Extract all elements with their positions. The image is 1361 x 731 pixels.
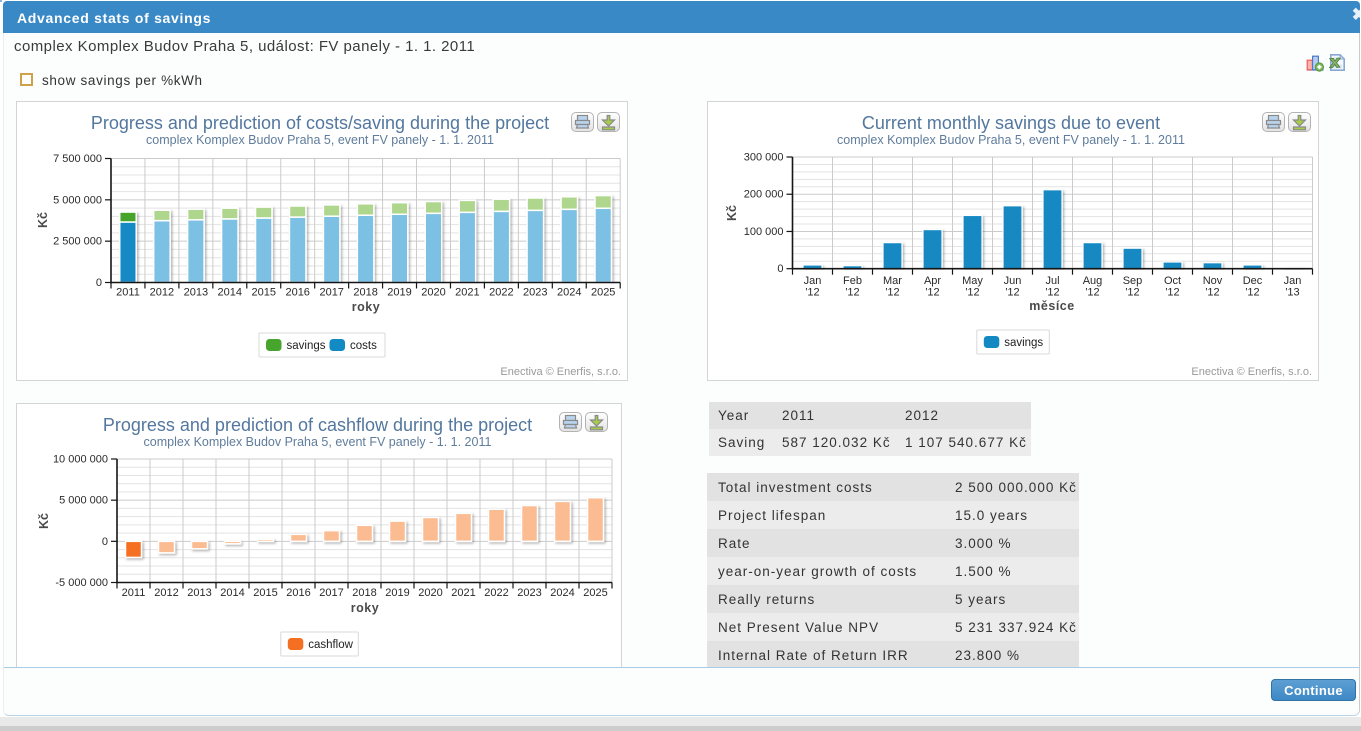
svg-text:2013: 2013 — [184, 287, 208, 299]
svg-text:2016: 2016 — [285, 287, 309, 299]
svg-text:2013: 2013 — [187, 587, 211, 599]
svg-text:2022: 2022 — [489, 287, 513, 299]
svg-text:Kč: Kč — [37, 513, 51, 529]
svg-text:'12: '12 — [1125, 287, 1139, 299]
svg-text:Aug: Aug — [1083, 275, 1103, 287]
svg-text:Progress and prediction of cas: Progress and prediction of cashflow duri… — [103, 415, 532, 435]
svg-text:2020: 2020 — [421, 287, 445, 299]
svg-text:Sep: Sep — [1123, 275, 1143, 287]
svg-text:0: 0 — [102, 536, 108, 548]
svg-text:2014: 2014 — [218, 287, 242, 299]
svg-text:complex Komplex Budov Praha 5,: complex Komplex Budov Praha 5, event FV … — [146, 133, 494, 147]
svg-text:May: May — [962, 275, 983, 287]
svg-text:2 500 000: 2 500 000 — [53, 236, 102, 248]
svg-text:2018: 2018 — [353, 287, 377, 299]
svg-text:0: 0 — [777, 263, 783, 275]
svg-text:complex Komplex Budov Praha 5,: complex Komplex Budov Praha 5, event FV … — [144, 435, 492, 449]
svg-text:2017: 2017 — [319, 287, 343, 299]
svg-text:2025: 2025 — [591, 287, 615, 299]
svg-text:5 000 000: 5 000 000 — [53, 194, 102, 206]
svg-text:roky: roky — [351, 601, 379, 615]
svg-text:300 000: 300 000 — [744, 152, 784, 164]
svg-text:Jan: Jan — [1284, 275, 1302, 287]
svg-text:'12: '12 — [845, 287, 859, 299]
svg-text:2012: 2012 — [150, 287, 174, 299]
svg-text:2023: 2023 — [523, 287, 547, 299]
svg-text:'12: '12 — [1245, 287, 1259, 299]
svg-text:'12: '12 — [805, 287, 819, 299]
svg-text:Jun: Jun — [1004, 275, 1022, 287]
svg-text:savings: savings — [287, 340, 326, 352]
svg-text:Mar: Mar — [883, 275, 902, 287]
svg-text:2011: 2011 — [116, 287, 140, 299]
svg-text:'13: '13 — [1285, 287, 1299, 299]
svg-text:2012: 2012 — [154, 587, 178, 599]
svg-text:2018: 2018 — [352, 587, 376, 599]
svg-text:Kč: Kč — [725, 205, 739, 221]
svg-text:200 000: 200 000 — [744, 189, 784, 201]
svg-text:complex Komplex Budov Praha 5,: complex Komplex Budov Praha 5, event FV … — [837, 133, 1185, 147]
svg-text:savings: savings — [1004, 337, 1043, 349]
svg-text:2019: 2019 — [385, 587, 409, 599]
svg-text:'12: '12 — [1005, 287, 1019, 299]
svg-text:2017: 2017 — [319, 587, 343, 599]
svg-text:'12: '12 — [1085, 287, 1099, 299]
svg-text:2015: 2015 — [253, 587, 277, 599]
svg-text:Jan: Jan — [804, 275, 822, 287]
svg-text:'12: '12 — [925, 287, 939, 299]
svg-text:2015: 2015 — [252, 287, 276, 299]
svg-text:cashflow: cashflow — [308, 639, 353, 651]
svg-text:'12: '12 — [885, 287, 899, 299]
svg-text:měsíce: měsíce — [1029, 299, 1074, 313]
svg-text:2021: 2021 — [455, 287, 479, 299]
svg-text:Nov: Nov — [1203, 275, 1223, 287]
svg-text:costs: costs — [350, 340, 377, 352]
svg-text:2022: 2022 — [484, 587, 508, 599]
svg-text:-5 000 000: -5 000 000 — [55, 577, 108, 589]
svg-text:Oct: Oct — [1164, 275, 1181, 287]
svg-text:2014: 2014 — [220, 587, 244, 599]
svg-text:Feb: Feb — [843, 275, 862, 287]
svg-text:Jul: Jul — [1045, 275, 1059, 287]
svg-text:5 000 000: 5 000 000 — [59, 495, 108, 507]
svg-text:Progress and prediction of cos: Progress and prediction of costs/saving … — [91, 113, 549, 133]
svg-text:2024: 2024 — [557, 287, 581, 299]
svg-text:100 000: 100 000 — [744, 226, 784, 238]
svg-text:10 000 000: 10 000 000 — [53, 454, 108, 466]
svg-text:roky: roky — [352, 300, 380, 314]
svg-text:2011: 2011 — [122, 587, 146, 599]
svg-text:'12: '12 — [1045, 287, 1059, 299]
svg-text:'12: '12 — [965, 287, 979, 299]
svg-text:'12: '12 — [1165, 287, 1179, 299]
svg-text:2019: 2019 — [387, 287, 411, 299]
svg-text:Kč: Kč — [36, 212, 50, 228]
svg-text:2021: 2021 — [451, 587, 475, 599]
svg-text:Apr: Apr — [924, 275, 941, 287]
svg-text:Enectiva © Enerfis, s.r.o.: Enectiva © Enerfis, s.r.o. — [1191, 366, 1312, 378]
svg-text:2020: 2020 — [418, 587, 442, 599]
svg-text:Dec: Dec — [1243, 275, 1263, 287]
svg-text:7 500 000: 7 500 000 — [53, 153, 102, 165]
svg-text:2025: 2025 — [583, 587, 607, 599]
svg-text:Current monthly savings due to: Current monthly savings due to event — [862, 113, 1160, 133]
svg-text:0: 0 — [96, 277, 102, 289]
svg-text:Enectiva © Enerfis, s.r.o.: Enectiva © Enerfis, s.r.o. — [500, 366, 621, 378]
svg-text:'12: '12 — [1205, 287, 1219, 299]
svg-text:2024: 2024 — [550, 587, 574, 599]
svg-text:2023: 2023 — [517, 587, 541, 599]
svg-text:2016: 2016 — [286, 587, 310, 599]
